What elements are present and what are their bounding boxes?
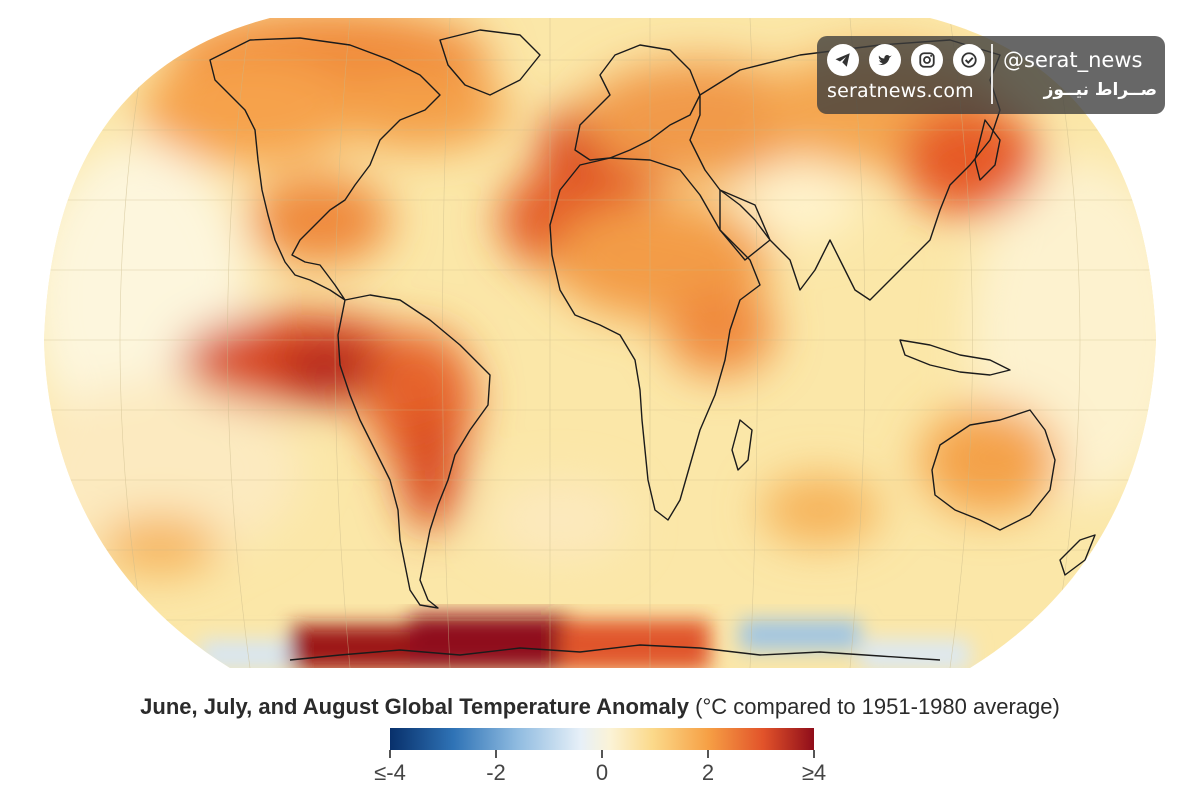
telegram-icon [827, 44, 859, 76]
map-title-note: (°C compared to 1951-1980 average) [695, 694, 1060, 719]
north-america-coast [209, 37, 441, 301]
colorbar-label-max: ≥4 [801, 760, 827, 785]
coastlines [209, 29, 1096, 661]
instagram-icon [911, 44, 943, 76]
colorbar [389, 728, 815, 758]
colorbar-label-zero: 0 [595, 760, 609, 785]
colorbar-label-min: ≤-4 [374, 760, 406, 785]
south-america-coast [337, 294, 491, 609]
greenland-coast [439, 29, 541, 96]
japan-coast [974, 119, 1001, 181]
watermark-site: seratnews.com [827, 80, 974, 102]
watermark-persian-name: صــراط نیــوز [1043, 80, 1157, 100]
colorbar-gradient [390, 728, 814, 750]
temperature-anomaly-map [44, 18, 1156, 668]
europe-coast [574, 44, 701, 161]
colorbar-tick [389, 750, 391, 758]
colorbar-tick [495, 750, 497, 758]
colorbar-tick [813, 750, 815, 758]
arabia-coast [719, 189, 771, 261]
watermark-divider [991, 44, 993, 104]
colorbar-label-pos2: 2 [701, 760, 715, 785]
colorbar-label-neg2: -2 [486, 760, 506, 785]
antarctica-coast [289, 644, 941, 661]
australia-coast [931, 409, 1056, 531]
colorbar-tick [707, 750, 709, 758]
africa-coast [549, 157, 761, 521]
social-icons [827, 44, 985, 76]
watermark-handle: @serat_news [1003, 48, 1143, 72]
new-zealand-coast [1059, 534, 1096, 576]
indonesia-coast [899, 339, 1011, 376]
twitter-icon [869, 44, 901, 76]
colorbar-tick [601, 750, 603, 758]
map-title: June, July, and August Global Temperatur… [0, 694, 1200, 720]
madagascar-coast [731, 419, 753, 471]
map-title-main: June, July, and August Global Temperatur… [140, 694, 690, 719]
watermark: seratnews.com @serat_news صــراط نیــوز [817, 36, 1165, 114]
anomaly-field [44, 18, 1156, 668]
shield-check-icon [953, 44, 985, 76]
